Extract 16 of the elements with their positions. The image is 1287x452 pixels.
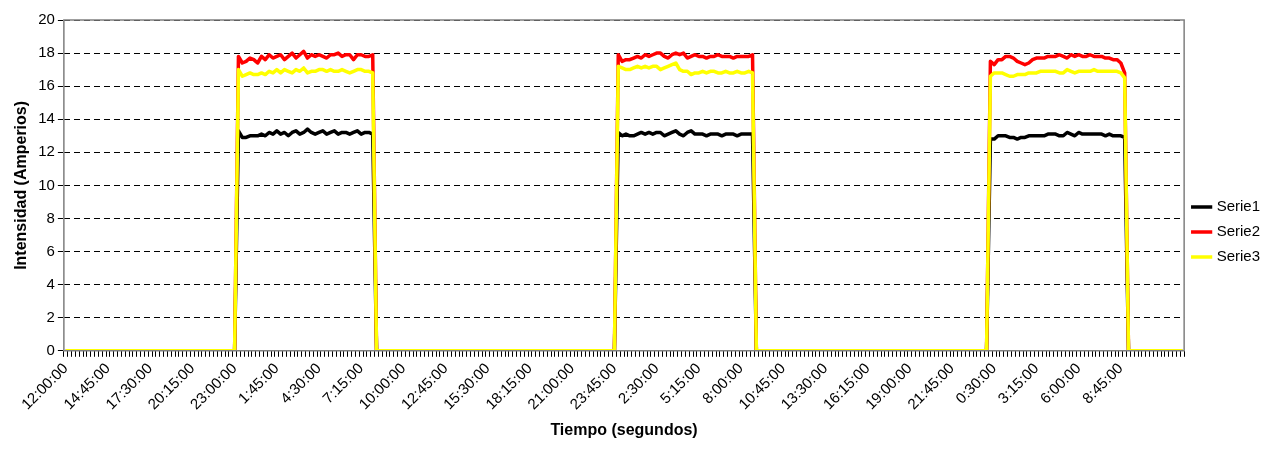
legend-label: Serie3 — [1216, 247, 1260, 265]
y-tick-label: 6 — [46, 241, 55, 259]
y-tick-label: 12 — [38, 142, 55, 160]
y-axis-title: Intensidad (Amperios) — [12, 100, 30, 270]
y-tick-label: 14 — [38, 109, 55, 127]
y-tick-label: 20 — [38, 10, 55, 28]
y-tick-label: 2 — [46, 307, 55, 325]
legend-label: Serie1 — [1216, 197, 1260, 215]
y-tick-label: 16 — [38, 76, 55, 94]
legend-label: Serie2 — [1216, 222, 1260, 240]
y-tick-label: 8 — [46, 208, 55, 226]
x-axis-title: Tiempo (segundos) — [550, 420, 698, 438]
y-tick-label: 10 — [38, 175, 55, 193]
y-tick-label: 0 — [46, 340, 55, 358]
y-tick-label: 4 — [46, 274, 55, 292]
y-tick-label: 18 — [38, 43, 55, 61]
